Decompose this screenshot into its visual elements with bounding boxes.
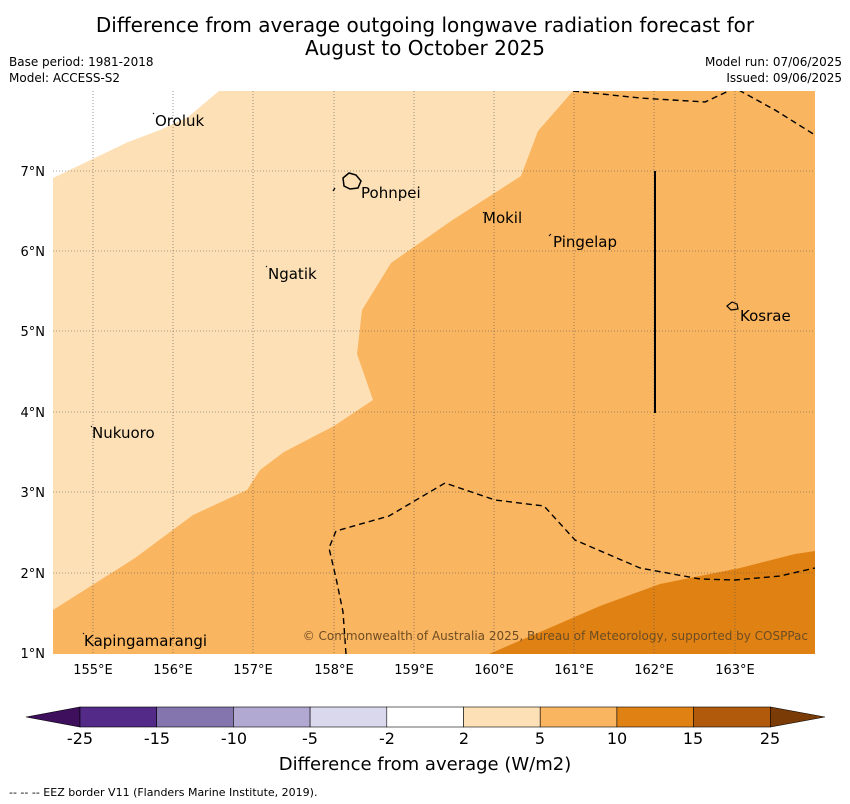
- label-oroluk: Oroluk: [155, 112, 204, 130]
- base-period: Base period: 1981-2018: [9, 55, 154, 69]
- colorbar-segment: [616, 706, 694, 728]
- label-kosrae: Kosrae: [740, 307, 791, 325]
- title-line-1: Difference from average outgoing longwav…: [95, 13, 755, 37]
- model-run: Model run: 07/06/2025: [704, 55, 842, 69]
- colorbar-tick: 10: [606, 729, 628, 748]
- lon-label: 163°E: [715, 663, 755, 678]
- lon-label: 156°E: [153, 663, 193, 678]
- zone-2-to-5: [53, 91, 573, 610]
- zone-10-to-15: [489, 551, 815, 654]
- lon-label: 162°E: [634, 663, 674, 678]
- lon-label: 159°E: [394, 663, 434, 678]
- lon-label: 158°E: [314, 663, 354, 678]
- lat-label: 7°N: [21, 165, 46, 180]
- colorbar-tick: -2: [379, 729, 395, 748]
- colorbar-segment: [233, 706, 311, 728]
- kosrae-island: [726, 301, 739, 311]
- lat-label: 1°N: [21, 647, 46, 662]
- colorbar-tick: -25: [66, 729, 94, 748]
- colorbar-segment: [386, 706, 464, 728]
- title-line-2: August to October 2025: [304, 36, 546, 60]
- colorbar-extend-low: [25, 706, 81, 728]
- colorbar-segment: [693, 706, 771, 728]
- copyright: © Commonwealth of Australia 2025, Bureau…: [303, 629, 808, 643]
- lon-label: 161°E: [554, 663, 594, 678]
- island-dots: [82, 112, 552, 635]
- colorbar-segment: [79, 706, 157, 728]
- colorbar-tick: 2: [458, 729, 470, 748]
- lon-label: 157°E: [233, 663, 273, 678]
- colorbar-segment: [156, 706, 234, 728]
- colorbar-extend-high: [769, 706, 826, 728]
- meta-right: Model run: 07/06/2025 Issued: 09/06/2025: [705, 54, 842, 86]
- colorbar-tick: -15: [143, 729, 171, 748]
- place-labels: Oroluk Pohnpei Mokil Pingelap Ngatik Kos…: [84, 112, 791, 650]
- colorbar-tick: 15: [682, 729, 704, 748]
- label-kapingamarangi: Kapingamarangi: [84, 632, 207, 650]
- label-ngatik: Ngatik: [268, 265, 317, 283]
- model-name: Model: ACCESS-S2: [9, 71, 121, 85]
- colorbar: [25, 706, 826, 728]
- issued-date: Issued: 09/06/2025: [726, 71, 842, 85]
- colorbar-tick: -10: [220, 729, 248, 748]
- colorbar-tick: 25: [759, 729, 781, 748]
- lon-label: 160°E: [474, 663, 514, 678]
- pohnpei-islet: [332, 187, 336, 192]
- colorbar-segment: [539, 706, 618, 728]
- lat-label: 2°N: [21, 567, 46, 582]
- label-mokil: Mokil: [483, 209, 522, 227]
- lat-label: 3°N: [21, 486, 46, 501]
- gridlines: [53, 91, 815, 654]
- latitude-labels: 7°N 6°N 5°N 4°N 3°N 2°N 1°N: [21, 165, 46, 662]
- label-nukuoro: Nukuoro: [92, 424, 155, 442]
- colorbar-tick: 5: [534, 729, 546, 748]
- meta-left: Base period: 1981-2018 Model: ACCESS-S2: [9, 54, 154, 86]
- colorbar-title: Difference from average (W/m2): [278, 754, 572, 775]
- chart-title: Difference from average outgoing longwav…: [0, 14, 850, 60]
- colorbar-segment: [309, 706, 388, 728]
- lat-label: 6°N: [21, 245, 46, 260]
- colorbar-tick: -5: [302, 729, 318, 748]
- lon-label: 155°E: [73, 663, 113, 678]
- pohnpei-island: [342, 172, 362, 190]
- zone-no-data: [53, 91, 219, 178]
- label-pingelap: Pingelap: [553, 233, 617, 251]
- lat-label: 4°N: [21, 406, 46, 421]
- footnote: -- -- -- EEZ border V11 (Flanders Marine…: [9, 786, 318, 799]
- label-pohnpei: Pohnpei: [361, 184, 421, 202]
- longitude-labels: 155°E 156°E 157°E 158°E 159°E 160°E 161°…: [73, 663, 755, 678]
- colorbar-segment: [463, 706, 541, 728]
- lat-label: 5°N: [21, 325, 46, 340]
